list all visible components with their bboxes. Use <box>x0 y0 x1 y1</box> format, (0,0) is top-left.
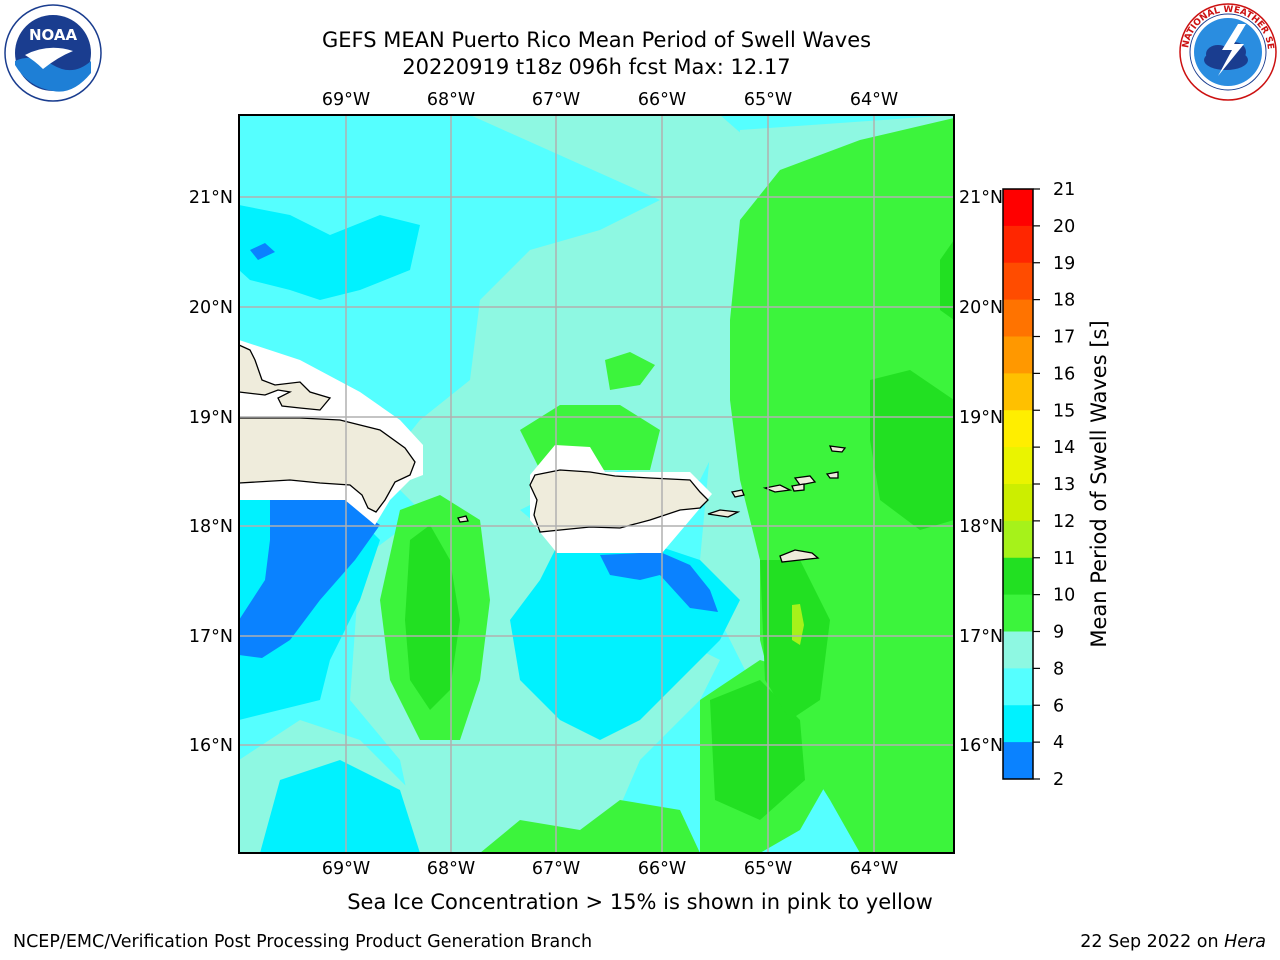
coastline-land <box>457 515 469 523</box>
swell-6-8s-region <box>239 205 420 300</box>
nws-logo: NATIONAL WEATHER SERVICE <box>1178 2 1277 101</box>
latitude-label-left: 18°N <box>189 517 233 537</box>
footer-date: 22 Sep 2022 on Hera <box>1080 932 1266 952</box>
sea-ice-caption: Sea Ice Concentration > 15% is shown in … <box>347 890 933 914</box>
coastline-land <box>793 475 817 486</box>
latitude-label-right: 18°N <box>959 517 1003 537</box>
latitude-label-right: 16°N <box>959 736 1003 756</box>
swell-10-11s-region <box>480 800 700 853</box>
swell-11-12s-region <box>870 370 954 530</box>
swell-10-11s-region <box>605 352 655 390</box>
chart-subtitle: 20220919 t18z 096h fcst Max: 12.17 <box>402 55 791 79</box>
longitude-label-top: 64°W <box>850 90 898 110</box>
longitude-label-bottom: 65°W <box>744 859 792 879</box>
longitude-label-top: 68°W <box>427 90 475 110</box>
colorbar-tick-label: 20 <box>1053 217 1075 237</box>
colorbar-tick-label: 16 <box>1053 364 1075 384</box>
colorbar-tick-label: 6 <box>1053 696 1064 716</box>
coastline-land <box>707 509 741 518</box>
colorbar-tick-label: 13 <box>1053 475 1075 495</box>
map-fields <box>239 115 954 853</box>
latitude-label-left: 17°N <box>189 627 233 647</box>
coastline-land <box>791 483 805 492</box>
colorbar-segment <box>1003 225 1033 264</box>
coastline-land <box>779 549 820 563</box>
swell-6-8s-region <box>260 760 420 853</box>
colorbar-segment <box>1003 336 1033 374</box>
longitude-label-bottom: 66°W <box>638 859 686 879</box>
latitude-label-right: 17°N <box>959 627 1003 647</box>
latitude-label-right: 21°N <box>959 188 1003 208</box>
colorbar-segment <box>1003 557 1033 596</box>
coastline-land <box>825 471 839 479</box>
swell-4-6s-region <box>600 552 718 612</box>
footer-organization: NCEP/EMC/Verification Post Processing Pr… <box>13 932 593 952</box>
colorbar-segment <box>1003 299 1033 337</box>
footer-date-text: 22 Sep 2022 on <box>1080 932 1225 952</box>
colorbar-tick-label: 8 <box>1053 659 1064 679</box>
longitude-label-bottom: 64°W <box>850 859 898 879</box>
coastline-land <box>529 469 709 533</box>
swell-4-6s-region <box>239 500 380 658</box>
colorbar-tick-label: 15 <box>1053 401 1075 421</box>
longitude-label-bottom: 67°W <box>532 859 580 879</box>
colorbar-tick-label: 11 <box>1053 549 1075 569</box>
longitude-label-bottom: 68°W <box>427 859 475 879</box>
colorbar-segment <box>1003 631 1033 669</box>
latitude-label-left: 21°N <box>189 188 233 208</box>
footer-machine: Hera <box>1224 932 1266 952</box>
coastline-land <box>730 489 745 498</box>
colorbar-segment <box>1003 447 1033 485</box>
colorbar-segment <box>1003 705 1033 743</box>
noaa-logo: NOAA <box>4 4 102 102</box>
longitude-label-bottom: 69°W <box>322 859 370 879</box>
map-frame <box>238 114 955 854</box>
colorbar-tick-label: 12 <box>1053 512 1075 532</box>
swell-11-12s-region <box>940 240 954 320</box>
longitude-label-top: 65°W <box>744 90 792 110</box>
svg-text:NOAA: NOAA <box>29 26 78 44</box>
colorbar-tick-label: 9 <box>1053 623 1064 643</box>
colorbar-segment <box>1003 262 1033 301</box>
colorbar-segment <box>1003 594 1033 632</box>
swell-11-12s-region <box>710 680 805 820</box>
colorbar-tick-label: 4 <box>1053 733 1064 753</box>
colorbar-tick-label: 17 <box>1053 328 1075 348</box>
swell-12-13s-region <box>792 604 804 645</box>
colorbar-tick-label: 21 <box>1053 180 1075 200</box>
colorbar-segment <box>1003 189 1033 227</box>
coastline-land <box>239 344 332 411</box>
latitude-label-right: 19°N <box>959 408 1003 428</box>
colorbar-segment <box>1003 484 1033 522</box>
latitude-label-left: 20°N <box>189 298 233 318</box>
colorbar-tick-label: 10 <box>1053 586 1075 606</box>
colorbar-tick-label: 2 <box>1053 770 1064 790</box>
colorbar-segment <box>1003 742 1033 780</box>
longitude-label-top: 69°W <box>322 90 370 110</box>
swell-9-10s-region <box>380 115 760 520</box>
colorbar-tick-label: 18 <box>1053 291 1075 311</box>
colorbar-segment <box>1003 668 1033 706</box>
swell-11-12s-region <box>405 525 460 710</box>
latitude-label-left: 16°N <box>189 736 233 756</box>
latitude-label-left: 19°N <box>189 408 233 428</box>
colorbar-label: Mean Period of Swell Waves [s] <box>1087 320 1111 647</box>
colorbar-segment <box>1003 520 1033 559</box>
longitude-label-top: 66°W <box>638 90 686 110</box>
latitude-label-right: 20°N <box>959 298 1003 318</box>
colorbar-tick-label: 14 <box>1053 438 1075 458</box>
colorbar-segment <box>1003 410 1033 448</box>
coastline-land <box>762 484 793 493</box>
swell-4-6s-region <box>250 243 275 260</box>
chart-title: GEFS MEAN Puerto Rico Mean Period of Swe… <box>321 28 872 52</box>
coastline-land <box>828 445 847 453</box>
colorbar-segment <box>1003 373 1033 411</box>
coastline-land <box>239 417 416 513</box>
longitude-label-top: 67°W <box>532 90 580 110</box>
colorbar-tick-label: 19 <box>1053 254 1075 274</box>
